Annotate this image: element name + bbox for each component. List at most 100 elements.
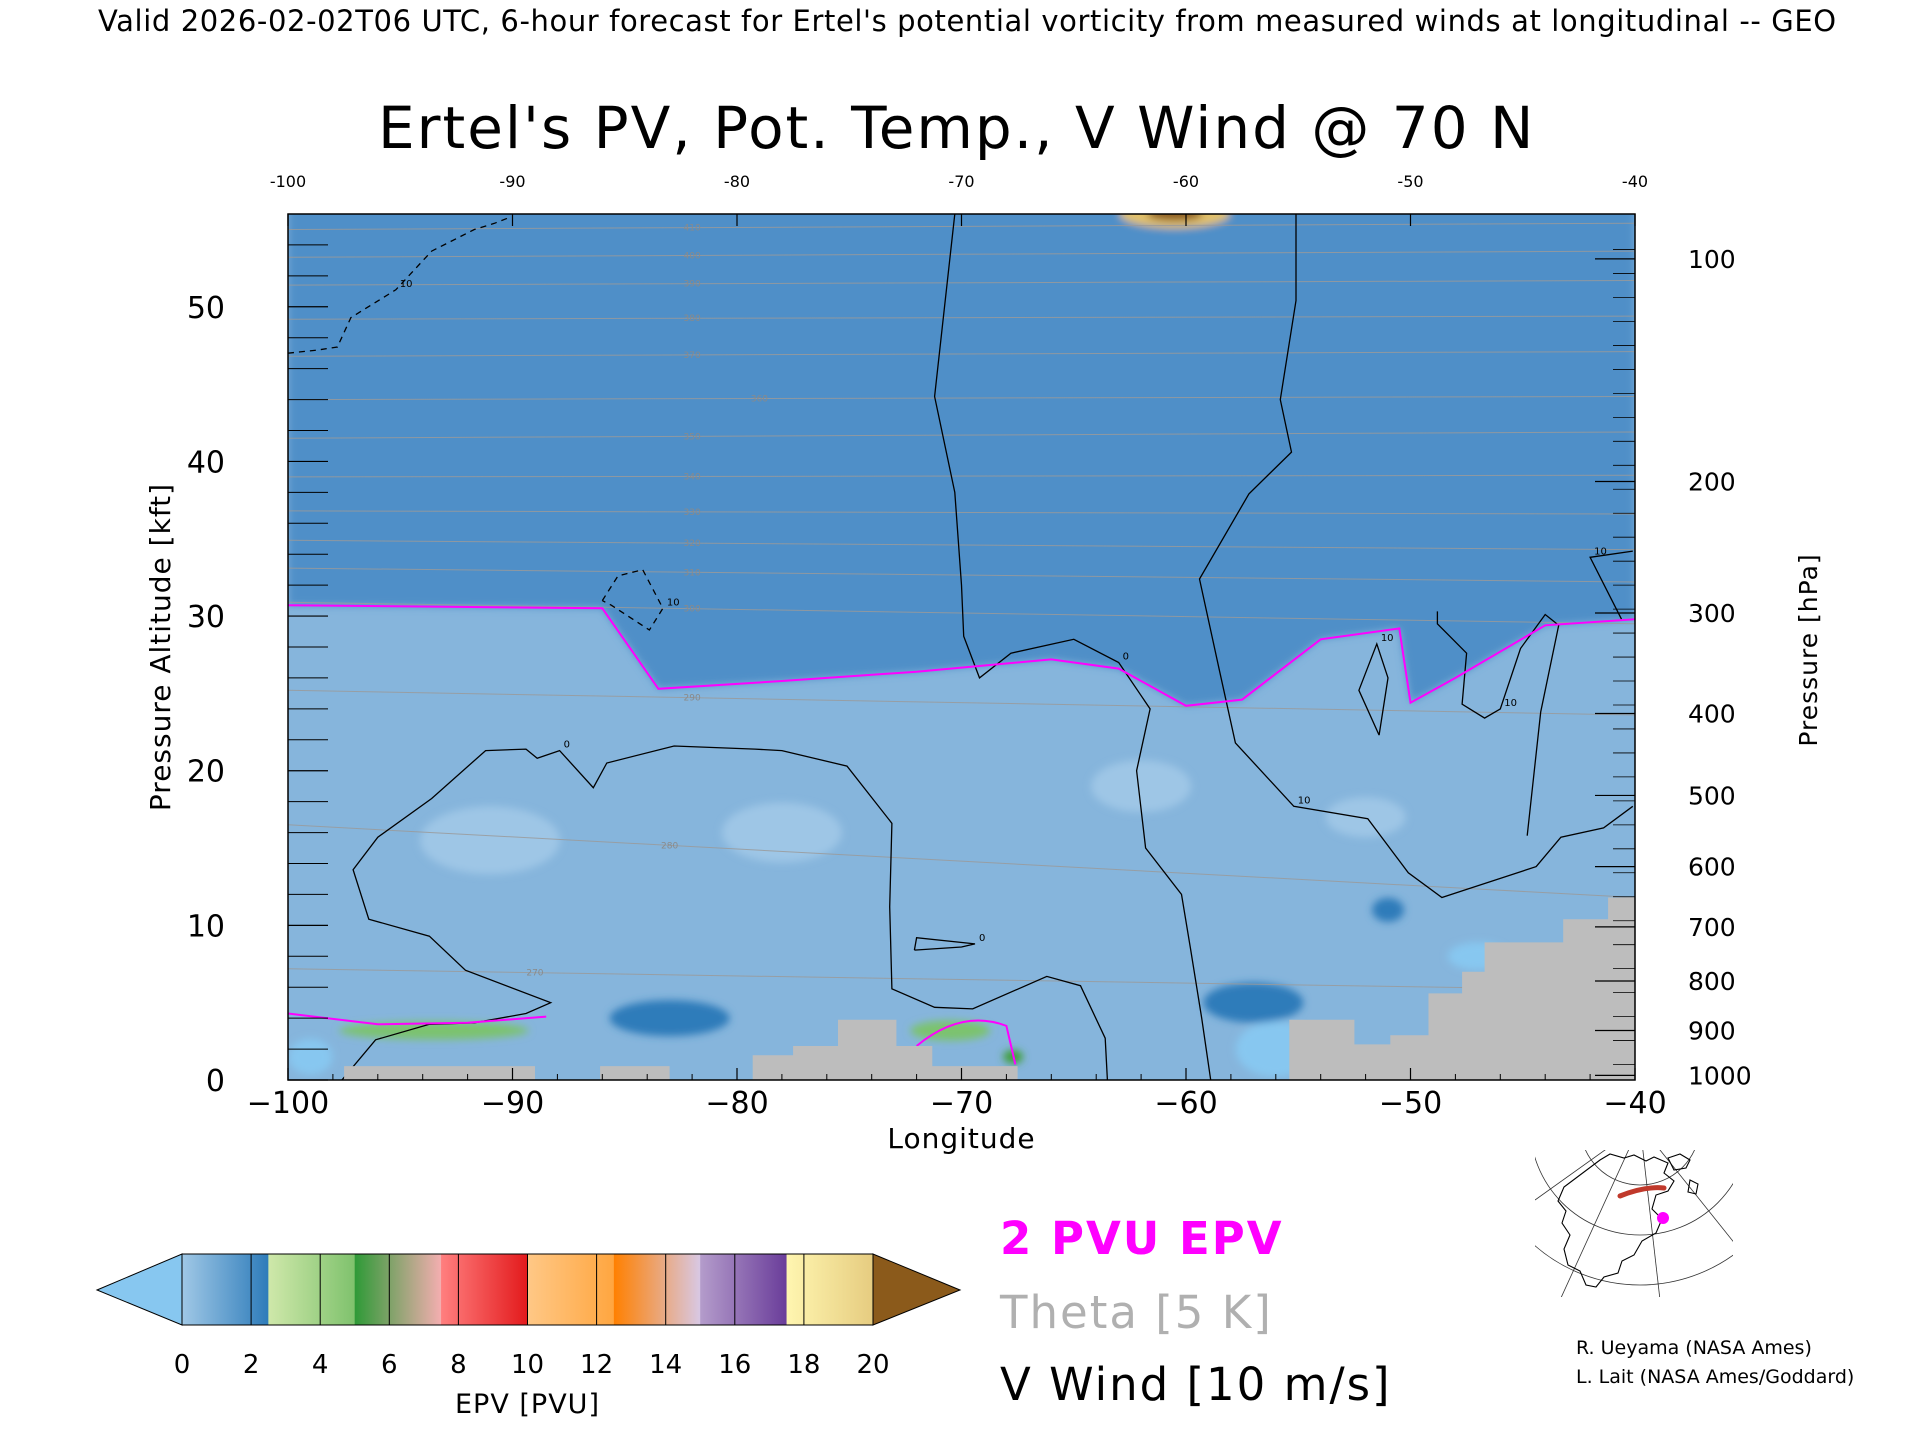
x-axis-title: Longitude	[887, 1122, 1035, 1155]
epv-light-patch	[721, 802, 842, 863]
colorbar-tick-label: 12	[580, 1350, 613, 1380]
pressure-tick-label: 900	[1688, 1017, 1736, 1046]
y2-axis-title: Pressure [hPa]	[1794, 553, 1823, 746]
x-top-tick-label: -90	[499, 172, 525, 191]
colorbar-gradient	[354, 1254, 442, 1325]
y-tick-label: 20	[187, 755, 225, 790]
vwind-contour-10	[1436, 611, 1560, 836]
x-tick-label: −100	[247, 1086, 329, 1121]
theta-contours: 410 400 390 380 370 360 350 340 330 320 310 300 290 2…	[288, 222, 1635, 991]
theta-contour-360	[288, 396, 1635, 401]
plot-area: 410 400 390 380 370 360 350 340 330 320 310 300 290 2…	[288, 214, 1635, 1080]
x-top-tick-label: -70	[948, 172, 974, 191]
inset-parallel-ring	[1535, 1156, 1733, 1236]
theta-contour-380	[288, 315, 1635, 320]
chart-title: Ertel's PV, Pot. Temp., V Wind @ 70 N	[378, 94, 1536, 162]
x-top-tick-label: -40	[1622, 172, 1648, 191]
theta-label-380: 380	[684, 314, 701, 324]
x-top-tick-label: -80	[724, 172, 750, 191]
vwind-label-10: 10	[1504, 698, 1517, 709]
theta-contour-340	[288, 474, 1635, 478]
vwind-contour-10	[1358, 641, 1389, 736]
colorbar-under-triangle	[95, 1253, 183, 1326]
theta-contour-330	[288, 510, 1635, 515]
inset-coastline	[1557, 1153, 1699, 1288]
theta-label-320: 320	[684, 539, 701, 549]
x-tick-label: −90	[481, 1086, 544, 1121]
colorbar-tick-label: 20	[856, 1350, 889, 1380]
epv-2pvu-contour	[288, 604, 1635, 707]
y-tick-label: 0	[206, 1064, 225, 1099]
credit-line-2: L. Lait (NASA Ames/Goddard)	[1576, 1366, 1855, 1388]
colorbar-gradient	[182, 1254, 269, 1325]
vwind-label-10: 10	[1594, 546, 1607, 557]
y-axis-title: Pressure Altitude [kft]	[144, 483, 177, 811]
x-tick-label: −60	[1154, 1086, 1217, 1121]
pressure-tick-label: 200	[1688, 468, 1736, 497]
colorbar-tick-label: 0	[174, 1350, 191, 1380]
colorbar-gradient	[527, 1254, 614, 1325]
theta-label-310: 310	[684, 568, 701, 578]
pvu-contours	[288, 604, 1635, 1065]
inset-meridian	[1642, 1150, 1661, 1297]
epv-2pvu-contour	[288, 1012, 547, 1026]
x-tick-label: −80	[705, 1086, 768, 1121]
colorbar-gradient	[613, 1254, 701, 1325]
y-tick-label: 40	[187, 445, 225, 480]
y-tick-label: 50	[187, 291, 225, 326]
theta-contour-400	[288, 250, 1635, 258]
vwind-label-0: 0	[979, 933, 985, 944]
x-top-tick-label: -100	[270, 172, 306, 191]
colorbar-gradient	[268, 1254, 355, 1325]
vwind-label-10: 10	[400, 279, 413, 290]
colorbar-tick-label: 8	[450, 1350, 467, 1380]
theta-contour-310	[288, 567, 1635, 583]
credit-line-1: R. Ueyama (NASA Ames)	[1576, 1337, 1812, 1359]
theta-contour-350	[288, 431, 1635, 439]
x-tick-label: −50	[1379, 1086, 1442, 1121]
inset-location-marker	[1657, 1212, 1669, 1224]
colorbar-title: EPV [PVU]	[455, 1389, 600, 1420]
epv-dark-patch	[609, 1000, 730, 1037]
vwind-contour-10	[601, 568, 664, 631]
theta-label-340: 340	[684, 472, 701, 482]
theta-contour-270	[288, 968, 1635, 991]
vwind-contour-0	[913, 936, 976, 951]
location-inset-map	[1535, 1150, 1733, 1297]
inset-cross-section-track	[1617, 1185, 1667, 1199]
epv-dark-patch	[1372, 897, 1405, 922]
vwind-contour-10	[1198, 214, 1634, 899]
x-top-tick-label: -50	[1397, 172, 1423, 191]
colorbar-gradient	[441, 1254, 528, 1325]
terrain-mask	[288, 897, 1635, 1080]
epv-band-20	[1146, 214, 1203, 221]
vwind-contours: 0 0 0 10 10 10 10 10 10	[288, 214, 1634, 1080]
theta-contour-300	[288, 601, 1635, 625]
theta-contour-290	[288, 689, 1635, 716]
theta-label-360: 360	[751, 394, 768, 404]
theta-contour-370	[288, 351, 1635, 357]
pressure-tick-label: 700	[1688, 913, 1736, 942]
theta-contour-390	[288, 280, 1635, 286]
inset-parallel-ring	[1585, 1150, 1695, 1186]
pressure-tick-label: 1000	[1688, 1061, 1752, 1090]
epv-lowlevel-patch	[910, 1020, 991, 1041]
vwind-contour-0	[341, 745, 1109, 1080]
x-tick-label: −70	[930, 1086, 993, 1121]
vwind-contour-10	[1589, 550, 1633, 620]
theta-label-280: 280	[661, 841, 678, 851]
theta-label-290: 290	[684, 694, 701, 704]
epv-lowlevel-patch	[338, 1021, 529, 1040]
epv-dark-patch	[1203, 982, 1304, 1023]
vwind-label-10: 10	[667, 597, 680, 608]
theta-contour-280	[288, 824, 1635, 898]
pressure-tick-label: 300	[1688, 599, 1736, 628]
pressure-tick-label: 500	[1688, 781, 1736, 810]
theta-label-410: 410	[684, 224, 701, 234]
vwind-label-0: 0	[1123, 651, 1129, 662]
inset-meridian	[1560, 1150, 1630, 1297]
vwind-contour-10	[288, 216, 511, 354]
theta-label-270: 270	[526, 969, 543, 979]
theta-label-330: 330	[684, 508, 701, 518]
